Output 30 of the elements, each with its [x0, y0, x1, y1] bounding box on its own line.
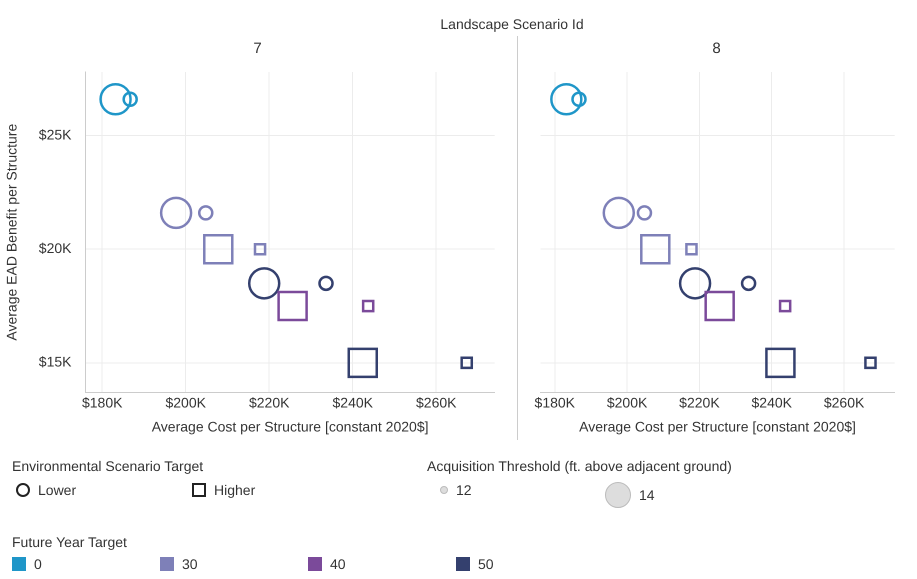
text: 12 [456, 482, 472, 498]
text: Lower [38, 482, 76, 498]
y-tick-label: $20K [38, 240, 72, 256]
text: 14 [639, 487, 655, 503]
x-tick-label: $220K [679, 394, 720, 411]
legend-label: 30 [182, 556, 198, 572]
text: Acquisition Threshold (ft. above adjacent ground) [427, 458, 732, 474]
x-axis-title: Average Cost per Structure [constant 2020$] [152, 418, 428, 434]
x-tick-label: $200K [606, 394, 648, 411]
legend-label: 40 [330, 556, 346, 572]
text: Higher [214, 482, 256, 498]
legend-label: 50 [478, 556, 494, 572]
y-tick-label: $25K [38, 126, 72, 142]
text: Landscape Scenario Id [439, 16, 585, 32]
chart-title: 8 [712, 40, 721, 58]
y-axis-title: Average EAD Benefit per Structure [3, 124, 20, 341]
x-tick-label: $260K [824, 394, 865, 411]
y-tick-label: $15K [38, 354, 72, 370]
text: Environmental Scenario Target [12, 458, 204, 474]
x-tick-label: $220K [248, 394, 290, 411]
x-tick-label: $260K [416, 394, 458, 411]
x-tick-label: $180K [82, 394, 124, 411]
x-tick-label: $240K [332, 394, 374, 411]
legend-title: Future Year Target [12, 534, 127, 550]
x-axis-title: Average Cost per Structure [constant 2020$] [579, 418, 856, 434]
legend-label: 0 [34, 556, 42, 572]
x-tick-label: $200K [165, 394, 207, 411]
x-tick-label: $240K [752, 394, 793, 411]
x-tick-label: $180K [534, 394, 576, 411]
chart-title: 7 [253, 40, 262, 58]
